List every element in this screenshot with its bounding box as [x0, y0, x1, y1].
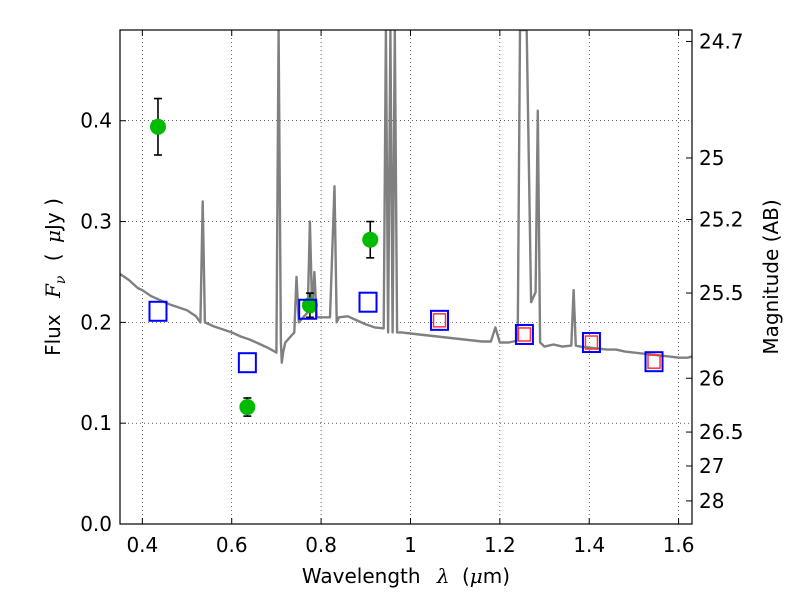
y-axis-label: Flux Fν ( μJy )	[41, 198, 70, 356]
y2-tick-label: 25.2	[699, 208, 744, 232]
model-spectrum-line	[120, 30, 692, 364]
photometry-point	[301, 297, 318, 314]
model-photometry-squares	[148, 291, 664, 374]
model-square-blue	[644, 351, 664, 373]
photometry-points	[149, 118, 379, 416]
model-square-blue	[514, 323, 534, 345]
x-tick-label: 1	[404, 533, 417, 557]
model-square-blue	[430, 309, 450, 331]
grid-lines	[120, 30, 692, 524]
y-tick-label: 0.3	[80, 210, 112, 234]
y2-tick-label: 26.5	[699, 420, 744, 444]
y2-tick-label: 24.7	[699, 29, 744, 53]
model-square-blue	[358, 291, 378, 313]
y2-tick-label: 26	[699, 366, 724, 390]
model-square-blue	[148, 300, 168, 322]
photometry-point	[362, 231, 379, 248]
y2-axis-label: Magnitude (AB)	[759, 199, 783, 354]
y2-tick-label: 25.5	[699, 281, 744, 305]
x-tick-label: 0.8	[305, 533, 337, 557]
x-tick-label: 1.6	[663, 533, 695, 557]
y-tick-label: 0.2	[80, 310, 112, 334]
y2-tick-label: 25	[699, 146, 724, 170]
y-tick-labels: 0.0 0.1 0.2 0.3 0.4	[80, 109, 112, 536]
model-square-red	[584, 335, 599, 350]
model-square-blue	[237, 352, 257, 374]
photometry-point	[239, 399, 256, 416]
x-tick-labels: 0.4 0.6 0.8 1 1.2 1.4 1.6	[126, 533, 694, 557]
model-square-red	[647, 354, 661, 369]
x-tick-label: 0.4	[126, 533, 158, 557]
y-tick-label: 0.0	[80, 512, 112, 536]
x-tick-label: 1.4	[573, 533, 605, 557]
axis-ticks	[120, 30, 692, 525]
model-square-red	[432, 313, 447, 328]
x-axis-label: Wavelength λ (μm)	[302, 564, 510, 588]
x-tick-label: 0.6	[216, 533, 248, 557]
y-tick-label: 0.1	[80, 411, 112, 435]
y2-tick-label: 27	[699, 454, 724, 478]
plot-frame	[119, 29, 693, 525]
model-square-blue	[581, 332, 601, 354]
y2-tick-label: 28	[699, 489, 724, 513]
x-tick-label: 1.2	[484, 533, 516, 557]
model-square-blue	[298, 298, 318, 320]
photometry-point	[149, 118, 166, 135]
photometry-error-bars	[153, 97, 375, 417]
spectrum-polyline	[120, 30, 692, 364]
y2-tick-labels: 24.7 25 25.2 25.5 26 26.5 27 28	[699, 29, 744, 512]
model-square-red	[517, 327, 532, 342]
y-tick-label: 0.4	[80, 109, 112, 133]
